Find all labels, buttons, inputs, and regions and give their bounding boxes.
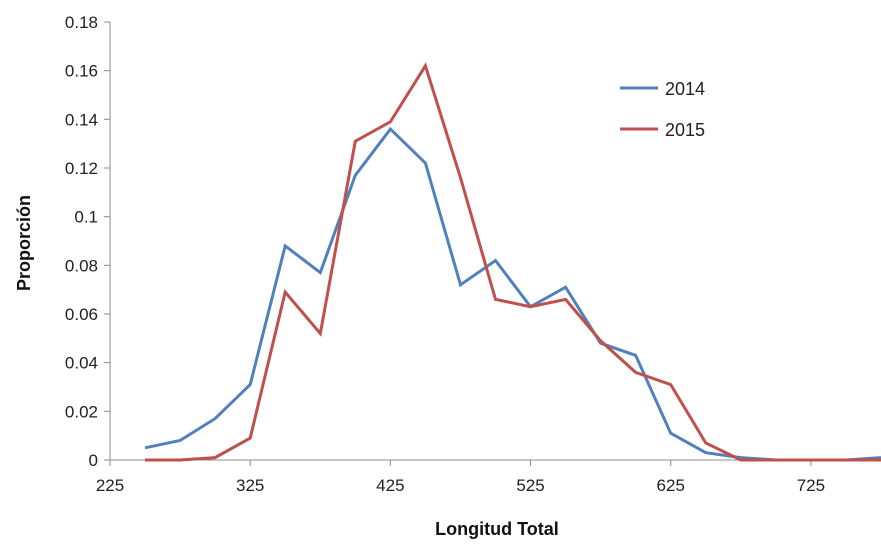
y-tick-label: 0.16 [65, 62, 98, 81]
y-tick-label: 0.04 [65, 354, 98, 373]
x-tick-label: 325 [236, 476, 264, 495]
y-tick-label: 0.18 [65, 13, 98, 32]
y-tick-label: 0.14 [65, 110, 98, 129]
axes [104, 21, 881, 466]
y-tick-label: 0.02 [65, 402, 98, 421]
series-line-2015 [145, 62, 881, 462]
y-tick-label: 0.06 [65, 305, 98, 324]
y-tick-label: 0.12 [65, 159, 98, 178]
x-tick-label: 725 [797, 476, 825, 495]
x-axis-title: Longitud Total [435, 519, 559, 539]
y-tick-label: 0.08 [65, 256, 98, 275]
legend-label-2015: 2015 [665, 120, 705, 140]
legend: 2014 2015 [620, 79, 705, 140]
y-tick-label: 0 [89, 451, 98, 470]
y-axis-title: Proporción [14, 195, 34, 291]
y-tick-label: 0.1 [74, 208, 98, 227]
tick-labels: 0 0.02 0.04 0.06 0.08 0.1 0.12 0.14 0.16 0.18 225 3… [65, 13, 825, 495]
legend-label-2014: 2014 [665, 79, 705, 99]
x-tick-label: 425 [376, 476, 404, 495]
x-tick-label: 225 [96, 476, 124, 495]
x-tick-label: 525 [516, 476, 544, 495]
x-tick-label: 625 [657, 476, 685, 495]
series-lines [144, 62, 881, 462]
